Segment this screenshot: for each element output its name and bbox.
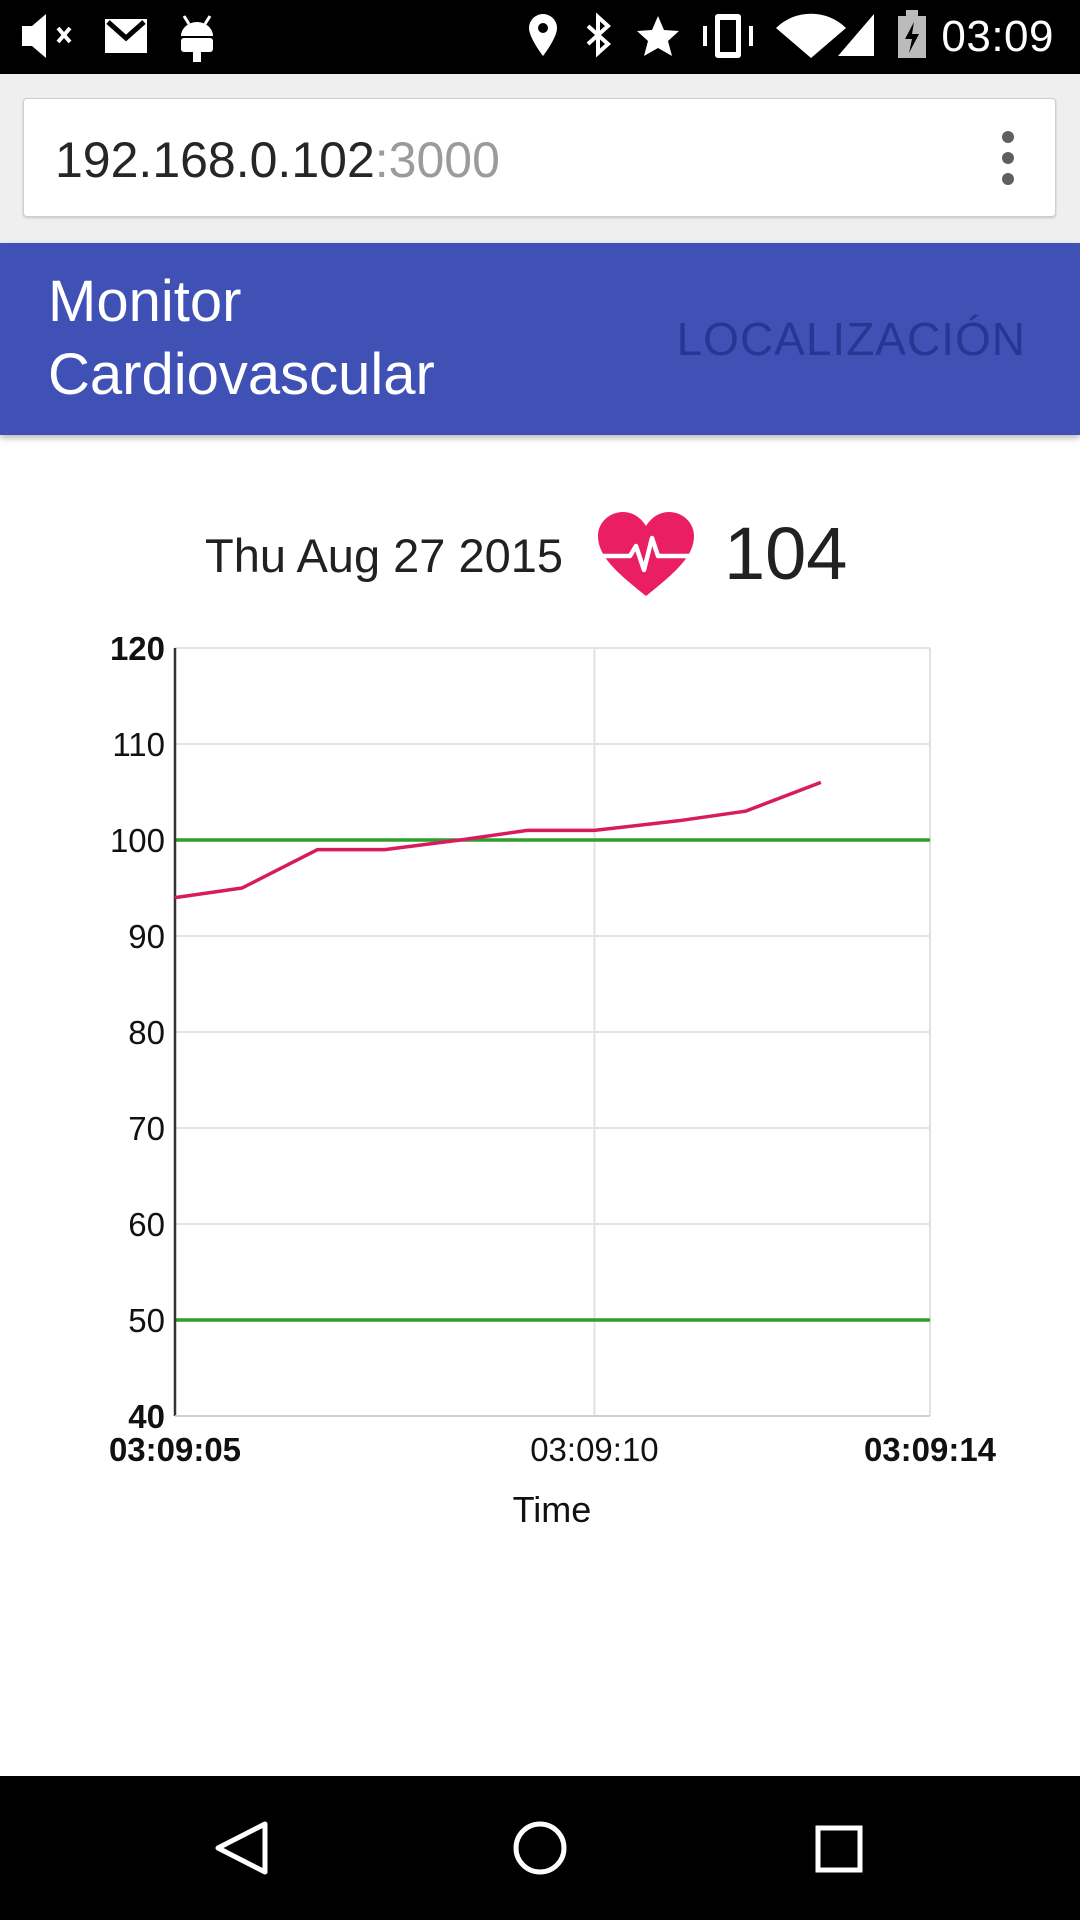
reference-lines bbox=[175, 838, 930, 1322]
y-tick-label: 60 bbox=[128, 1206, 165, 1243]
x-tick-label: 03:09:14 bbox=[864, 1431, 997, 1468]
y-tick-label: 100 bbox=[110, 822, 165, 859]
y-tick-label: 40 bbox=[128, 1398, 165, 1435]
bluetooth-icon bbox=[586, 12, 611, 58]
y-tick-label: 110 bbox=[112, 726, 165, 763]
more-vertical-icon[interactable] bbox=[993, 130, 1023, 186]
chart-grid bbox=[175, 647, 931, 1417]
url-text[interactable]: 192.168.0.102:3000 bbox=[55, 132, 500, 188]
back-icon[interactable] bbox=[215, 1821, 268, 1875]
status-bar: 03:09 bbox=[0, 0, 1080, 74]
x-tick-label: 03:09:10 bbox=[530, 1431, 658, 1468]
volume-muted-icon bbox=[22, 14, 72, 58]
vibrate-icon bbox=[703, 14, 753, 58]
heart-rate-line bbox=[174, 780, 822, 900]
system-nav-bar bbox=[0, 1776, 1080, 1920]
y-tick-label: 80 bbox=[128, 1014, 165, 1051]
url-port: :3000 bbox=[374, 132, 500, 188]
localizacion-link[interactable]: LOCALIZACIÓN bbox=[676, 313, 1026, 365]
app-title-line1: Monitor bbox=[48, 269, 242, 334]
star-icon bbox=[637, 16, 679, 56]
y-tick-label: 120 bbox=[110, 630, 165, 667]
chart-axes bbox=[173, 648, 930, 1417]
home-icon[interactable] bbox=[513, 1821, 567, 1875]
y-tick-label: 70 bbox=[128, 1110, 165, 1147]
app-bar: Monitor Cardiovascular LOCALIZACIÓN bbox=[0, 243, 1080, 435]
chart-series bbox=[174, 780, 822, 900]
y-tick-label: 50 bbox=[128, 1302, 165, 1339]
y-tick-label: 90 bbox=[128, 918, 165, 955]
heart-rate-value: 104 bbox=[724, 512, 848, 595]
clock: 03:09 bbox=[941, 12, 1054, 61]
app-title: Monitor Cardiovascular bbox=[48, 265, 568, 411]
url-host: 192.168.0.102 bbox=[55, 132, 375, 188]
reading-date: Thu Aug 27 2015 bbox=[205, 529, 564, 582]
gmail-icon bbox=[105, 19, 147, 53]
status-icons bbox=[22, 10, 926, 62]
x-axis-title: Time bbox=[513, 1489, 592, 1530]
x-tick-label: 03:09:05 bbox=[109, 1431, 241, 1468]
app-title-line2: Cardiovascular bbox=[48, 342, 435, 407]
wifi-icon bbox=[776, 13, 846, 59]
android-debug-icon bbox=[181, 15, 213, 62]
location-icon bbox=[529, 14, 557, 56]
battery-charging-icon bbox=[898, 10, 926, 58]
recents-icon[interactable] bbox=[815, 1825, 863, 1873]
browser-toolbar: 192.168.0.102:3000 bbox=[0, 74, 1080, 243]
address-bar[interactable]: 192.168.0.102:3000 bbox=[23, 98, 1056, 217]
signal-icon bbox=[838, 14, 874, 56]
heart-pulse-icon bbox=[596, 510, 696, 598]
